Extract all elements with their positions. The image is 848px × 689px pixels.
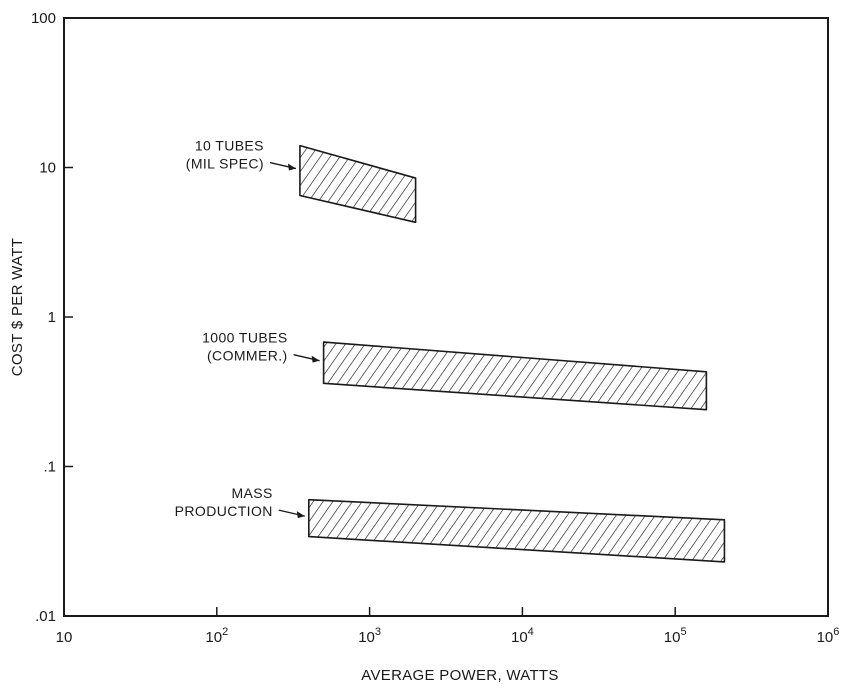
band-label-2: 1000 TUBES (COMMER.) xyxy=(202,330,287,364)
band-label-3: MASS PRODUCTION xyxy=(175,485,273,519)
y-tick-label: 10 xyxy=(39,160,56,177)
x-tick-label: 102 xyxy=(205,626,228,646)
y-axis-ticks: .01 .1 1 10 100 xyxy=(31,10,73,625)
x-tick-label: 104 xyxy=(511,626,534,646)
y-tick-label: 100 xyxy=(31,10,56,27)
x-axis-ticks: 10 102 103 104 105 106 xyxy=(56,607,840,646)
band-3 xyxy=(307,498,726,563)
band-labels-layer: 10 TUBES (MIL SPEC) 1000 TUBES (COMMER.) MAS… xyxy=(175,138,320,519)
x-tick-label: 105 xyxy=(664,626,687,646)
x-tick-label: 106 xyxy=(817,626,840,646)
band-2 xyxy=(322,341,708,411)
x-tick-label: 10 xyxy=(56,629,73,646)
band-1 xyxy=(299,144,417,224)
y-tick-label: 1 xyxy=(48,309,56,326)
y-tick-label: .01 xyxy=(35,608,56,625)
bands-layer xyxy=(299,144,726,563)
x-tick-label: 103 xyxy=(358,626,381,646)
x-axis-title: AVERAGE POWER, WATTS xyxy=(361,667,558,684)
band-label-1: 10 TUBES (MIL SPEC) xyxy=(186,138,264,172)
band-arrowhead-1 xyxy=(287,163,296,171)
band-arrowhead-3 xyxy=(296,511,305,519)
y-tick-label: .1 xyxy=(43,459,56,476)
band-arrowhead-2 xyxy=(311,355,320,363)
y-axis-title: COST $ PER WATT xyxy=(9,238,26,376)
